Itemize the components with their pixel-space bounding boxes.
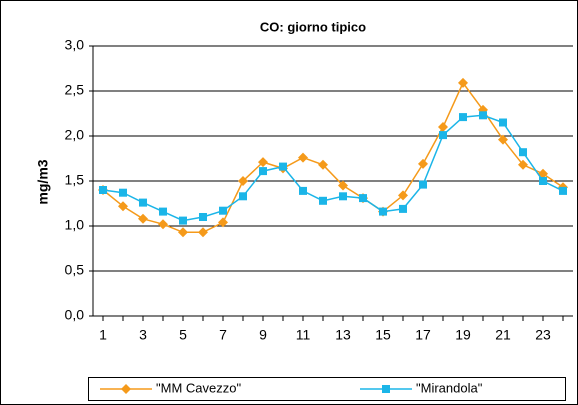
data-point: [238, 176, 248, 186]
data-point: [398, 190, 408, 201]
data-point: [339, 192, 347, 201]
data-point: [239, 192, 247, 201]
x-tick-label: 15: [375, 327, 391, 343]
data-point: [419, 180, 427, 189]
data-point: [159, 207, 167, 216]
data-point: [399, 204, 407, 213]
legend-box: [88, 377, 566, 401]
data-point: [518, 159, 528, 170]
data-point: [219, 206, 227, 215]
data-point: [498, 134, 508, 145]
y-tick-label: 0,0: [65, 307, 85, 323]
data-point: [458, 77, 468, 88]
y-tick-label: 3,0: [65, 37, 85, 53]
data-point: [218, 217, 228, 228]
data-point: [519, 148, 527, 157]
legend-marker: [382, 385, 390, 393]
x-tick-label: 13: [335, 327, 351, 343]
data-point: [319, 196, 327, 205]
x-tick-label: 5: [179, 327, 187, 343]
data-point: [379, 207, 387, 216]
data-point: [279, 162, 287, 171]
legend-label: "MM Cavezzo": [156, 380, 241, 395]
data-point: [439, 131, 447, 140]
y-tick-label: 0,5: [65, 262, 85, 278]
y-tick-label: 1,5: [65, 172, 85, 188]
legend-marker: [121, 384, 131, 394]
data-point: [99, 186, 107, 194]
data-point: [539, 177, 547, 185]
x-tick-label: 1: [99, 327, 107, 343]
x-tick-label: 11: [296, 327, 311, 343]
x-tick-label: 21: [495, 327, 511, 343]
data-point: [158, 219, 168, 230]
x-tick-label: 19: [455, 327, 471, 343]
data-point: [178, 227, 188, 238]
data-point: [559, 186, 567, 195]
data-point: [359, 194, 367, 203]
data-point: [179, 216, 187, 225]
data-point: [438, 122, 448, 132]
data-point: [259, 167, 267, 176]
y-tick-label: 2,0: [65, 127, 85, 143]
x-tick-label: 3: [139, 327, 147, 343]
data-point: [499, 118, 507, 127]
data-point: [298, 152, 308, 163]
data-point: [199, 213, 207, 221]
data-point: [138, 213, 148, 224]
data-point: [119, 188, 127, 197]
y-tick-label: 2,5: [65, 82, 85, 98]
data-point: [299, 186, 307, 195]
y-tick-label: 1,0: [65, 217, 85, 233]
data-point: [459, 113, 467, 122]
y-axis-label: mg/m3: [35, 159, 51, 204]
data-point: [258, 157, 268, 168]
data-point: [118, 201, 128, 212]
data-point: [479, 111, 487, 120]
data-point: [338, 180, 348, 191]
x-tick-label: 9: [259, 327, 267, 343]
data-point: [139, 198, 147, 207]
legend-label: "Mirandola": [416, 380, 483, 395]
x-tick-label: 23: [535, 327, 551, 343]
data-point: [418, 158, 428, 169]
x-tick-label: 7: [219, 327, 227, 343]
data-point: [318, 159, 328, 170]
data-point: [198, 227, 208, 238]
x-tick-label: 17: [415, 327, 431, 343]
chart-title: CO: giorno tipico: [260, 19, 366, 34]
